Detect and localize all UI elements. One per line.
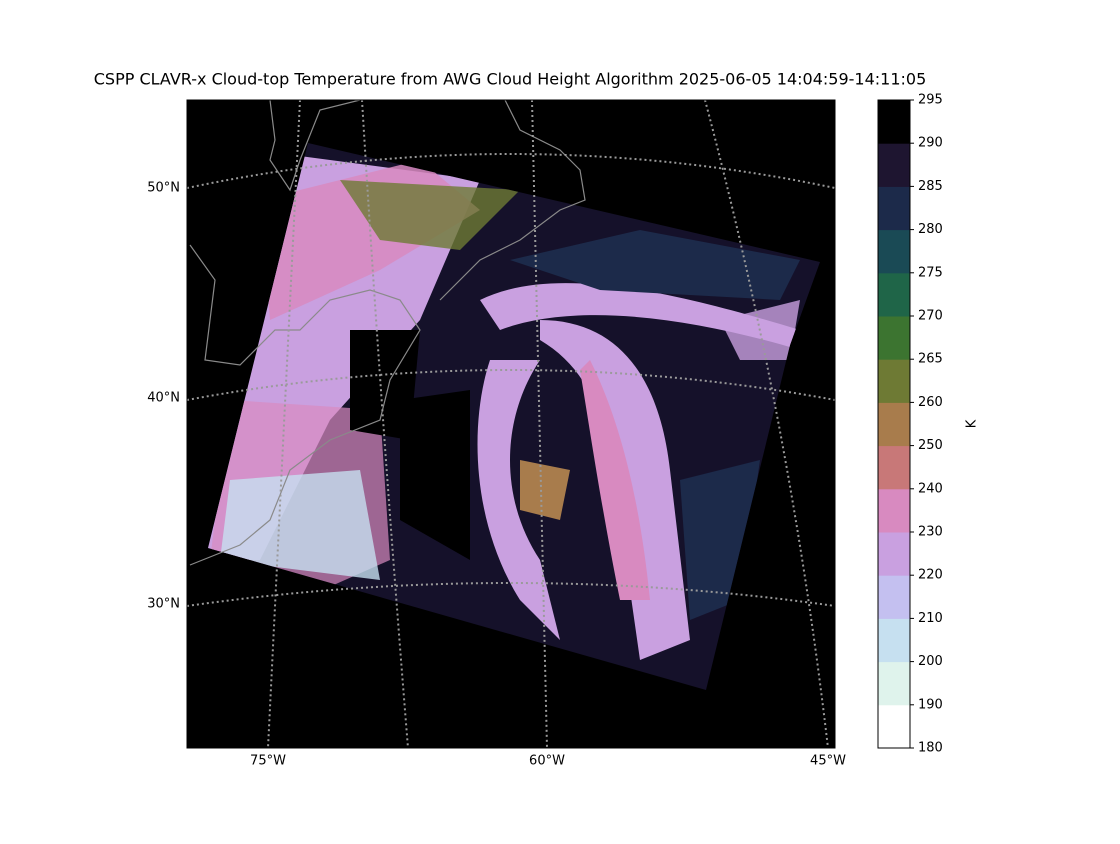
colorbar-segment (878, 488, 910, 533)
colorbar-label: K (965, 419, 980, 428)
colorbar-tick-label: 260 (918, 395, 943, 410)
lat-label: 50°N (147, 181, 180, 196)
colorbar-tick-label: 290 (918, 136, 943, 151)
colorbar-segment (878, 575, 910, 619)
colorbar-tick-label: 295 (918, 93, 943, 108)
colorbar-tick-label: 200 (918, 654, 943, 669)
colorbar-tick-label: 280 (918, 222, 943, 237)
colorbar-segment (878, 532, 910, 576)
colorbar-segment (878, 661, 910, 706)
colorbar-tick-label: 265 (918, 352, 943, 367)
colorbar-tick-label: 190 (918, 697, 943, 712)
colorbar-segment (878, 100, 910, 144)
colorbar-tick-label: 240 (918, 481, 943, 496)
title: CSPP CLAVR-x Cloud-top Temperature from … (94, 70, 927, 89)
map (186, 99, 836, 749)
colorbar-tick-label: 285 (918, 179, 943, 194)
colorbar-tick-label: 180 (918, 741, 943, 756)
colorbar-segment (878, 618, 910, 663)
colorbar-tick-label: 275 (918, 265, 943, 280)
colorbar-segment (878, 359, 910, 403)
lon-label: 75°W (250, 754, 286, 769)
colorbar-frame (877, 99, 911, 749)
lat-label: 30°N (147, 597, 180, 612)
colorbar-segment (878, 186, 910, 231)
colorbar-tick-label: 210 (918, 611, 943, 626)
map-frame (186, 99, 836, 749)
colorbar-segment (878, 704, 910, 749)
colorbar-tick-label: 250 (918, 438, 943, 453)
colorbar-segment (878, 272, 910, 317)
colorbar-tick-label: 220 (918, 568, 943, 583)
colorbar-tick-label: 230 (918, 525, 943, 540)
lon-label: 45°W (810, 754, 846, 769)
colorbar-segment (878, 402, 910, 447)
colorbar-segment (878, 445, 910, 490)
lon-label: 60°W (529, 754, 565, 769)
colorbar-segment (878, 143, 910, 187)
lat-label: 40°N (147, 391, 180, 406)
colorbar-tick-label: 270 (918, 309, 943, 324)
colorbar-segment (878, 316, 910, 360)
colorbar-segment (878, 229, 910, 274)
